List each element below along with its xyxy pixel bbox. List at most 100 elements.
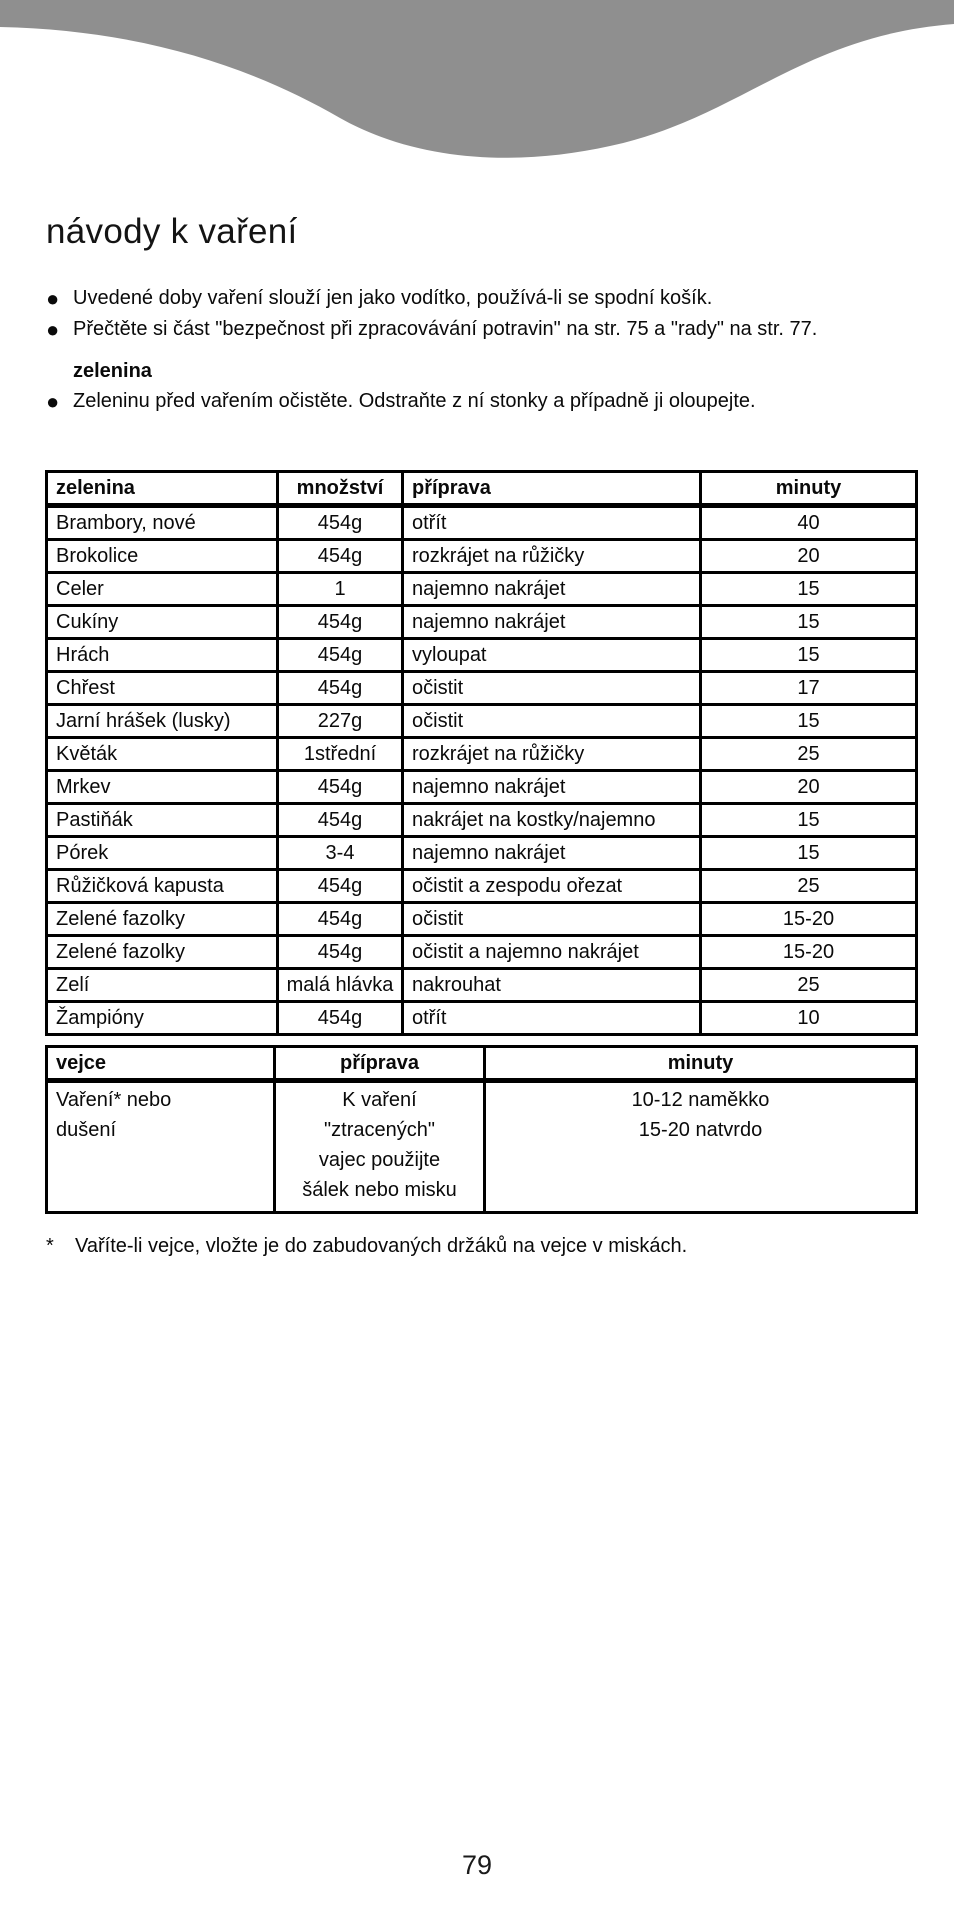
table-cell: 10-12 naměkko 15-20 natvrdo — [483, 1079, 918, 1214]
egg-footnote: * Vaříte-li vejce, vložte je do zabudova… — [46, 1231, 926, 1261]
table-cell: Žampióny — [45, 1000, 279, 1036]
table-cell: otřít — [401, 504, 702, 541]
table-cell: 25 — [699, 868, 918, 904]
intro-bullet-2: ● Přečtěte si část "bezpečnost při zprac… — [46, 314, 912, 345]
table-cell: 15-20 — [699, 901, 918, 937]
table-cell: 1střední — [276, 736, 404, 772]
table-cell: Cukíny — [45, 604, 279, 640]
table-cell: nakrouhat — [401, 967, 702, 1003]
egg-cooking-table: vejce příprava minuty Vaření* nebo dušen… — [45, 1045, 918, 1214]
intro-bullet-3-text: Zeleninu před vařením očistěte. Odstraňt… — [73, 390, 756, 412]
table-cell: rozkrájet na růžičky — [401, 736, 702, 772]
table-cell: 15 — [699, 604, 918, 640]
table-cell: očistit — [401, 703, 702, 739]
table-cell: očistit — [401, 901, 702, 937]
table-cell: otřít — [401, 1000, 702, 1036]
table-cell: rozkrájet na růžičky — [401, 538, 702, 574]
table-cell: najemno nakrájet — [401, 571, 702, 607]
table-cell: 454g — [276, 604, 404, 640]
table-cell: 20 — [699, 769, 918, 805]
table-cell: malá hlávka — [276, 967, 404, 1003]
table-row: Růžičková kapusta 454g očistit a zespodu o… — [45, 868, 918, 904]
intro-bullet-1: ● Uvedené doby vaření slouží jen jako vo… — [46, 283, 912, 314]
table-cell: 454g — [276, 504, 404, 541]
table-cell: 454g — [276, 670, 404, 706]
table-row: Vaření* nebo dušení K vaření "ztracených"… — [45, 1079, 918, 1214]
section-subheading-zelenina: zelenina — [73, 360, 152, 382]
table-row: Hrách 454g vyloupat 15 — [45, 637, 918, 673]
table-row: Žampióny 454g otřít 10 — [45, 1000, 918, 1036]
table-row: Zelené fazolky 454g očistit 15-20 — [45, 901, 918, 937]
table-cell: Celer — [45, 571, 279, 607]
page-number: 79 — [461, 1850, 493, 1880]
column-header-priprava: příprava — [273, 1045, 486, 1083]
table-cell: 17 — [699, 670, 918, 706]
table-row: Zelí malá hlávka nakrouhat 25 — [45, 967, 918, 1003]
table-row: Brambory, nové 454g otřít 40 — [45, 504, 918, 541]
table-row: Jarní hrášek (lusky) 227g očistit 15 — [45, 703, 918, 739]
column-header-minuty: minuty — [483, 1045, 918, 1083]
table-cell: 20 — [699, 538, 918, 574]
bullet-icon: ● — [46, 317, 60, 342]
table-cell: 454g — [276, 901, 404, 937]
table-cell: 454g — [276, 637, 404, 673]
table-cell: 15-20 — [699, 934, 918, 970]
table-row: Cukíny 454g najemno nakrájet 15 — [45, 604, 918, 640]
table-cell: 454g — [276, 769, 404, 805]
page-title: návody k vaření — [46, 212, 298, 251]
column-header-zelenina: zelenina — [45, 470, 279, 508]
table-cell: Vaření* nebo dušení — [45, 1079, 276, 1214]
table-cell: Brokolice — [45, 538, 279, 574]
table-cell: Hrách — [45, 637, 279, 673]
egg-footnote-text: Vaříte-li vejce, vložte je do zabudovaný… — [75, 1235, 688, 1257]
table-cell: 454g — [276, 934, 404, 970]
table-cell: vyloupat — [401, 637, 702, 673]
table-cell: 1 — [276, 571, 404, 607]
table-cell: K vaření "ztracených" vajec použijte šál… — [273, 1079, 486, 1214]
table-cell: Zelí — [45, 967, 279, 1003]
table-cell: Chřest — [45, 670, 279, 706]
column-header-minuty: minuty — [699, 470, 918, 508]
table-header-row: zelenina množství příprava minuty — [45, 470, 918, 508]
table-cell: 40 — [699, 504, 918, 541]
table-cell: 454g — [276, 802, 404, 838]
table-cell: Květák — [45, 736, 279, 772]
table-row: Zelené fazolky 454g očistit a najemno nakr… — [45, 934, 918, 970]
table-row: Květák 1střední rozkrájet na růžičky 25 — [45, 736, 918, 772]
table-cell: 15 — [699, 802, 918, 838]
table-cell: Pastiňák — [45, 802, 279, 838]
intro-section: ● Uvedené doby vaření slouží jen jako vo… — [46, 283, 912, 417]
table-cell: 3-4 — [276, 835, 404, 871]
table-cell: najemno nakrájet — [401, 769, 702, 805]
vegetable-cooking-table: zelenina množství příprava minuty Brambo… — [45, 470, 918, 1036]
table-cell: 25 — [699, 736, 918, 772]
table-cell: 15 — [699, 637, 918, 673]
table-cell: očistit a zespodu ořezat — [401, 868, 702, 904]
table-cell: najemno nakrájet — [401, 604, 702, 640]
column-header-mnozstvi: množství — [276, 470, 404, 508]
table-cell: 15 — [699, 703, 918, 739]
table-cell: 454g — [276, 538, 404, 574]
table-row: Pastiňák 454g nakrájet na kostky/najemno 15 — [45, 802, 918, 838]
table-cell: 15 — [699, 571, 918, 607]
table-cell: 454g — [276, 868, 404, 904]
table-row: Mrkev 454g najemno nakrájet 20 — [45, 769, 918, 805]
table-cell: Jarní hrášek (lusky) — [45, 703, 279, 739]
table-cell: 227g — [276, 703, 404, 739]
table-cell: najemno nakrájet — [401, 835, 702, 871]
intro-bullet-3: ● Zeleninu před vařením očistěte. Odstra… — [46, 386, 912, 417]
intro-bullet-1-text: Uvedené doby vaření slouží jen jako vodí… — [73, 287, 713, 309]
table-cell: nakrájet na kostky/najemno — [401, 802, 702, 838]
intro-bullet-2-text: Přečtěte si část "bezpečnost při zpracov… — [73, 318, 818, 340]
asterisk-marker: * — [46, 1235, 54, 1257]
table-cell: 25 — [699, 967, 918, 1003]
bullet-icon: ● — [46, 389, 60, 414]
table-cell: Růžičková kapusta — [45, 868, 279, 904]
table-cell: 10 — [699, 1000, 918, 1036]
table-row: Pórek 3-4 najemno nakrájet 15 — [45, 835, 918, 871]
table-cell: Mrkev — [45, 769, 279, 805]
table-cell: očistit a najemno nakrájet — [401, 934, 702, 970]
table-cell: Brambory, nové — [45, 504, 279, 541]
gray-wave-header — [0, 0, 954, 158]
column-header-priprava: příprava — [401, 470, 702, 508]
